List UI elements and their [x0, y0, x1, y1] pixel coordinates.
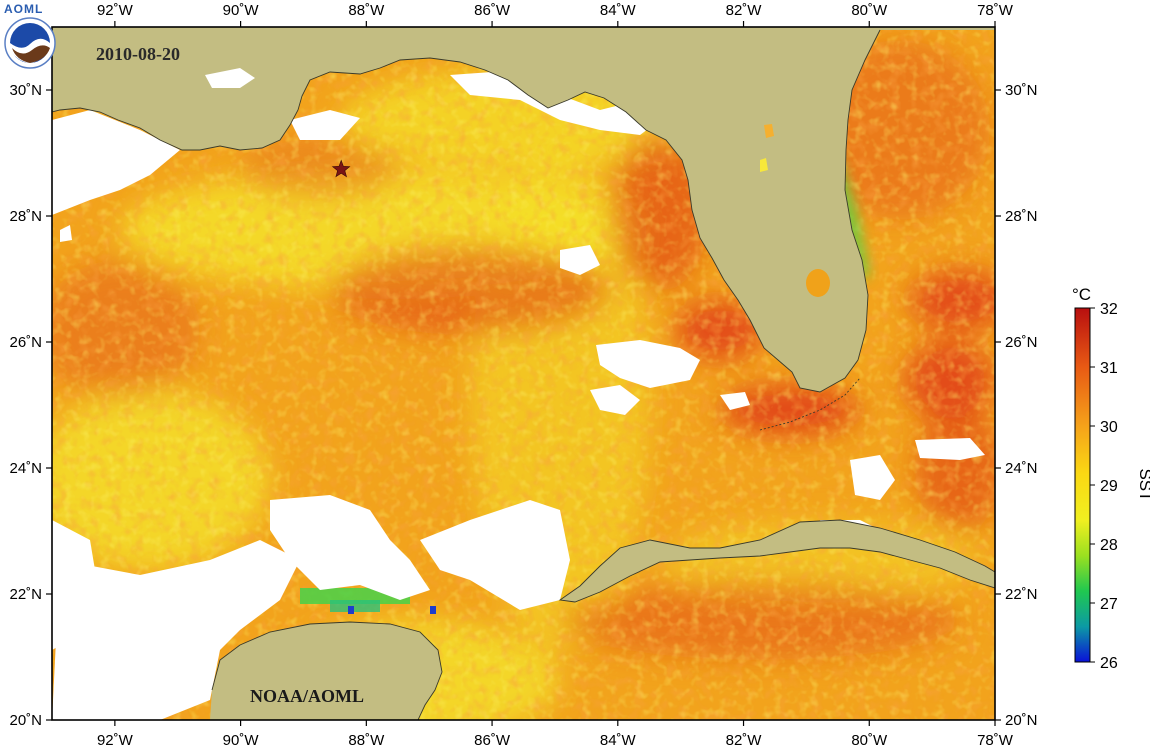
colorbar-title: SST	[1136, 468, 1150, 501]
lake-pontchartrain	[205, 68, 255, 88]
inland-lake	[764, 124, 774, 138]
colorbar-tick-label: 28	[1100, 537, 1118, 554]
date-label: 2010-08-20	[96, 44, 180, 64]
colorbar-tick-label: 27	[1100, 596, 1118, 613]
colorbar-tick-label: 32	[1100, 301, 1118, 318]
x-tick-label-top: 82˚W	[726, 2, 763, 19]
x-tick-label-bottom: 80˚W	[851, 732, 888, 749]
x-tick-label-bottom: 84˚W	[600, 732, 637, 749]
y-tick-label-right: 24˚N	[1005, 460, 1038, 477]
x-tick-label-top: 86˚W	[474, 2, 511, 19]
y-tick-label-right: 30˚N	[1005, 82, 1038, 99]
x-tick-label-bottom: 78˚W	[977, 732, 1014, 749]
colorbar-scale	[1074, 307, 1091, 663]
colorbar-ticks: 32 31 30 29 28 27 26	[1090, 301, 1118, 672]
x-tick-label-bottom: 92˚W	[97, 732, 134, 749]
y-tick-label-right: 20˚N	[1005, 712, 1038, 729]
y-tick-label-right: 26˚N	[1005, 334, 1038, 351]
noaa-seal-icon	[4, 17, 56, 69]
colorbar-tick-label: 26	[1100, 655, 1118, 672]
y-tick-label-left: 26˚N	[9, 334, 42, 351]
x-tick-label-top: 92˚W	[97, 2, 134, 19]
x-tick-label-top: 90˚W	[223, 2, 260, 19]
graticule-ticks: 92˚W 92˚W 90˚W 90˚W 88˚W 88˚W 86˚W 86˚W 84˚W 84˚W…	[9, 2, 1037, 749]
coastlines	[52, 29, 995, 720]
colorbar-tick-label: 30	[1100, 419, 1118, 436]
yucatan	[210, 622, 442, 720]
x-tick-label-bottom: 86˚W	[474, 732, 511, 749]
colorbar-tick-label: 31	[1100, 360, 1118, 377]
aoml-logo: AOML	[4, 2, 56, 69]
x-tick-label-bottom: 88˚W	[348, 732, 385, 749]
us-mainland	[52, 27, 995, 392]
inland-lake	[760, 158, 768, 172]
y-tick-label-left: 20˚N	[9, 712, 42, 729]
map-frame	[51, 26, 996, 721]
x-tick-label-top: 88˚W	[348, 2, 385, 19]
aoml-logo-text: AOML	[4, 2, 43, 16]
credit-label: NOAA/AOML	[250, 686, 364, 706]
colorbar-unit: °C	[1072, 285, 1091, 304]
x-tick-label-bottom: 82˚W	[726, 732, 763, 749]
lake-okeechobee	[806, 269, 830, 297]
y-tick-label-right: 28˚N	[1005, 208, 1038, 225]
x-tick-label-top: 80˚W	[851, 2, 888, 19]
colorbar-tick-label: 29	[1100, 478, 1118, 495]
location-star-marker	[331, 159, 351, 178]
y-tick-label-left: 30˚N	[9, 82, 42, 99]
y-tick-label-left: 24˚N	[9, 460, 42, 477]
land-masses	[52, 27, 995, 720]
y-tick-label-left: 28˚N	[9, 208, 42, 225]
cuba	[560, 520, 995, 602]
y-tick-label-left: 22˚N	[9, 586, 42, 603]
y-tick-label-right: 22˚N	[1005, 586, 1038, 603]
colorbar: °C 32 31 30 29 28 27 26 SST	[1072, 285, 1150, 672]
x-tick-label-bottom: 90˚W	[223, 732, 260, 749]
x-tick-label-top: 78˚W	[977, 2, 1014, 19]
x-tick-label-top: 84˚W	[600, 2, 637, 19]
